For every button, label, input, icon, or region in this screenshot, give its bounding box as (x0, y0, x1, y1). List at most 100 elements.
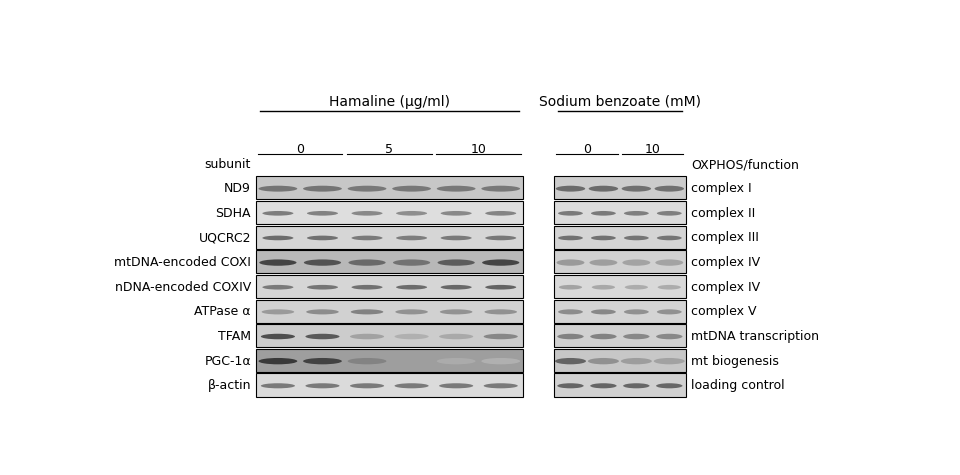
Ellipse shape (351, 236, 382, 240)
Bar (554, 349, 685, 372)
Text: complex IV: complex IV (691, 256, 760, 269)
Bar (255, 201, 523, 224)
Text: loading control: loading control (691, 380, 785, 392)
Text: nDNA-encoded COXIV: nDNA-encoded COXIV (115, 281, 251, 294)
Ellipse shape (589, 259, 617, 266)
Bar (255, 275, 523, 298)
Ellipse shape (559, 285, 582, 290)
Text: mtDNA-encoded COXI: mtDNA-encoded COXI (114, 256, 251, 269)
Ellipse shape (656, 383, 683, 389)
Ellipse shape (396, 236, 427, 240)
Bar (554, 226, 685, 249)
Ellipse shape (350, 383, 384, 389)
Ellipse shape (441, 211, 471, 216)
Ellipse shape (556, 186, 586, 191)
Text: ATPase α: ATPase α (195, 305, 251, 318)
Ellipse shape (440, 309, 472, 314)
Text: mt biogenesis: mt biogenesis (691, 355, 780, 368)
Ellipse shape (624, 211, 649, 216)
Ellipse shape (555, 358, 586, 364)
Ellipse shape (437, 186, 475, 191)
Ellipse shape (350, 334, 384, 339)
Ellipse shape (395, 334, 429, 339)
Text: 0: 0 (583, 143, 591, 156)
Ellipse shape (624, 309, 649, 314)
Ellipse shape (305, 334, 340, 339)
Ellipse shape (305, 383, 340, 389)
Ellipse shape (485, 236, 516, 240)
Ellipse shape (393, 259, 430, 266)
Text: TFAM: TFAM (218, 330, 251, 343)
Ellipse shape (624, 236, 649, 240)
Text: subunit: subunit (204, 158, 251, 171)
Ellipse shape (657, 236, 682, 240)
Ellipse shape (558, 211, 583, 216)
Bar (554, 176, 685, 200)
Ellipse shape (261, 383, 295, 389)
Text: complex II: complex II (691, 207, 756, 220)
Text: complex IV: complex IV (691, 281, 760, 294)
Ellipse shape (439, 334, 473, 339)
Ellipse shape (484, 383, 517, 389)
Ellipse shape (484, 334, 517, 339)
Text: 10: 10 (645, 143, 660, 156)
Ellipse shape (558, 236, 583, 240)
Bar (255, 226, 523, 249)
Text: mtDNA transcription: mtDNA transcription (691, 330, 819, 343)
Bar (554, 300, 685, 323)
Ellipse shape (348, 358, 387, 364)
Ellipse shape (351, 285, 382, 290)
Bar (554, 373, 685, 397)
Bar (255, 176, 523, 200)
Ellipse shape (351, 211, 382, 216)
Ellipse shape (485, 285, 516, 290)
Ellipse shape (588, 358, 619, 364)
Bar (255, 373, 523, 397)
Ellipse shape (441, 236, 471, 240)
Ellipse shape (259, 259, 297, 266)
Ellipse shape (395, 383, 429, 389)
Ellipse shape (441, 285, 471, 290)
Ellipse shape (590, 334, 616, 339)
Ellipse shape (656, 334, 683, 339)
Ellipse shape (591, 285, 615, 290)
Ellipse shape (348, 186, 387, 191)
Ellipse shape (258, 358, 298, 364)
Ellipse shape (623, 334, 650, 339)
Ellipse shape (591, 309, 615, 314)
Ellipse shape (393, 358, 431, 364)
Bar (255, 324, 523, 347)
Ellipse shape (658, 285, 681, 290)
Text: Hamaline (μg/ml): Hamaline (μg/ml) (329, 95, 450, 109)
Ellipse shape (481, 186, 520, 191)
Ellipse shape (622, 186, 651, 191)
Ellipse shape (396, 211, 427, 216)
Ellipse shape (350, 309, 383, 314)
Ellipse shape (657, 211, 682, 216)
Bar (554, 324, 685, 347)
Bar (255, 349, 523, 372)
Ellipse shape (482, 259, 519, 266)
Ellipse shape (588, 186, 618, 191)
Bar (255, 250, 523, 274)
Ellipse shape (485, 211, 516, 216)
Ellipse shape (396, 309, 428, 314)
Ellipse shape (655, 186, 684, 191)
Ellipse shape (258, 186, 298, 191)
Ellipse shape (262, 285, 294, 290)
Text: UQCRC2: UQCRC2 (199, 231, 251, 245)
Ellipse shape (303, 186, 342, 191)
Ellipse shape (557, 259, 585, 266)
Ellipse shape (656, 259, 684, 266)
Ellipse shape (438, 259, 475, 266)
Ellipse shape (558, 309, 583, 314)
Text: 0: 0 (297, 143, 304, 156)
Ellipse shape (621, 358, 652, 364)
Text: 10: 10 (470, 143, 487, 156)
Text: complex III: complex III (691, 231, 759, 245)
Ellipse shape (591, 211, 615, 216)
Ellipse shape (625, 285, 648, 290)
Ellipse shape (262, 236, 294, 240)
Ellipse shape (437, 358, 475, 364)
Ellipse shape (306, 309, 339, 314)
